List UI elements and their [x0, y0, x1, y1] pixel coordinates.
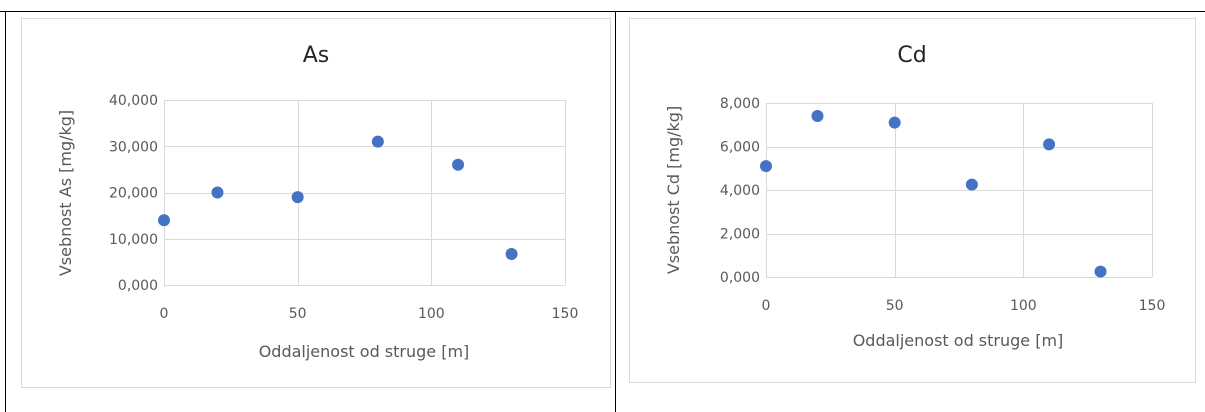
chart-as-point-0	[158, 214, 170, 227]
chart-cd-point-1	[811, 110, 824, 123]
chart-cd-point-0	[760, 160, 772, 173]
chart-cd-x-tick-2: 100	[1010, 298, 1037, 314]
chart-as: As 0,000 10,000 20,000 30,000 40,000 0 50 100 15…	[21, 18, 611, 388]
chart-cd-title: Cd	[897, 43, 926, 68]
chart-cd-border	[629, 18, 1196, 383]
chart-cd-y-axis-title: Vsebnost Cd [mg/kg]	[664, 106, 683, 274]
chart-as-y-tick-2: 20,000	[109, 186, 158, 202]
chart-cd-points	[760, 110, 1107, 278]
chart-as-y-tick-1: 10,000	[109, 232, 158, 248]
chart-as-point-3	[371, 135, 384, 148]
chart-cd-x-tick-3: 150	[1139, 298, 1166, 314]
chart-as-point-2	[291, 191, 304, 204]
chart-cd-y-tick-2: 4,000	[720, 183, 760, 199]
chart-cd-x-tick-0: 0	[762, 298, 771, 314]
chart-as-title: As	[303, 43, 330, 68]
chart-as-ticks: 0,000 10,000 20,000 30,000 40,000 0 50 100 150	[109, 93, 578, 322]
chart-as-points	[158, 135, 518, 261]
chart-cd-gridlines	[766, 103, 1153, 278]
chart-as-point-5	[505, 248, 518, 261]
chart-cd: Cd 0,000 2,000 4,000 6,000 8,000 0 50 100 150 Od…	[629, 18, 1196, 383]
chart-cd-y-tick-1: 2,000	[720, 227, 760, 243]
chart-as-y-tick-3: 30,000	[109, 139, 158, 155]
chart-cd-y-tick-0: 0,000	[720, 270, 760, 286]
chart-as-y-tick-0: 0,000	[118, 278, 158, 294]
chart-cd-point-4	[1043, 138, 1056, 151]
chart-as-svg: As 0,000 10,000 20,000 30,000 40,000 0 50 100 15…	[21, 18, 611, 388]
chart-as-gridlines	[164, 100, 566, 286]
chart-cd-ticks: 0,000 2,000 4,000 6,000 8,000 0 50 100 150	[720, 96, 1165, 314]
chart-cd-svg: Cd 0,000 2,000 4,000 6,000 8,000 0 50 100 150 Od…	[629, 18, 1196, 383]
chart-as-point-4	[452, 158, 465, 171]
chart-as-x-tick-3: 150	[552, 306, 579, 322]
chart-as-x-tick-2: 100	[418, 306, 445, 322]
chart-as-y-tick-4: 40,000	[109, 93, 158, 109]
chart-cd-x-tick-1: 50	[886, 298, 904, 314]
chart-cd-point-5	[1094, 265, 1107, 278]
chart-as-x-tick-0: 0	[160, 306, 169, 322]
chart-as-border	[21, 18, 611, 388]
chart-cd-point-3	[965, 178, 978, 191]
chart-as-point-1	[211, 186, 224, 199]
chart-cd-point-2	[888, 116, 901, 129]
chart-as-x-tick-1: 50	[289, 306, 307, 322]
chart-cd-y-tick-4: 8,000	[720, 96, 760, 112]
chart-cd-y-tick-3: 6,000	[720, 140, 760, 156]
chart-as-y-axis-title: Vsebnost As [mg/kg]	[56, 110, 75, 276]
chart-cd-x-axis-title: Oddaljenost od struge [m]	[853, 331, 1064, 350]
chart-as-x-axis-title: Oddaljenost od struge [m]	[259, 342, 470, 361]
